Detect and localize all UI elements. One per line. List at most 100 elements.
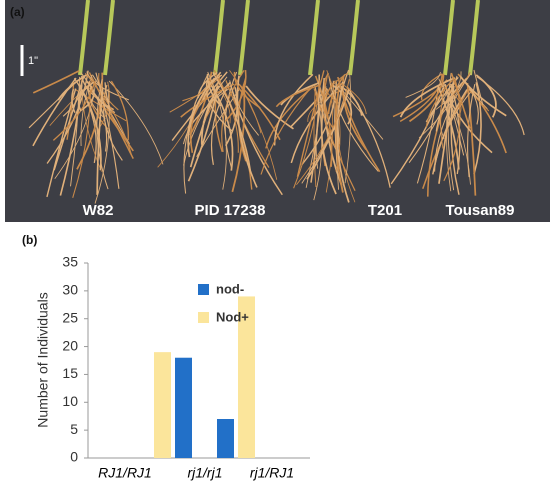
root (399, 74, 443, 122)
root (84, 72, 133, 156)
y-tick-label: 5 (70, 421, 78, 437)
bar (175, 357, 192, 458)
root (346, 86, 391, 188)
photo-background (5, 0, 550, 222)
root (473, 82, 482, 175)
root (224, 69, 247, 123)
root (57, 74, 87, 101)
root (229, 70, 262, 134)
stem (213, 0, 225, 76)
root (437, 86, 460, 170)
root (233, 71, 261, 109)
root (72, 84, 92, 198)
root (313, 87, 317, 188)
root (440, 89, 445, 149)
root (336, 86, 350, 203)
y-tick-label: 35 (62, 254, 78, 270)
root (108, 80, 164, 165)
root (104, 82, 111, 108)
root (450, 85, 460, 195)
root (296, 70, 325, 177)
y-tick-label: 0 (70, 449, 78, 465)
root (320, 88, 337, 195)
root (95, 72, 120, 189)
root (405, 72, 441, 98)
root (296, 79, 350, 186)
root (96, 88, 104, 195)
root (110, 80, 129, 141)
root (260, 87, 312, 175)
y-tick-label: 30 (62, 282, 78, 298)
root (180, 83, 235, 118)
plant-label: Tousan89 (446, 202, 515, 219)
root (206, 74, 222, 107)
y-tick-label: 15 (62, 365, 78, 381)
root (212, 72, 252, 174)
roots-photo (28, 0, 525, 204)
legend-swatch (198, 284, 209, 295)
root (54, 79, 97, 179)
root (32, 77, 77, 147)
root (332, 84, 353, 125)
bar (238, 296, 255, 458)
stem (468, 0, 480, 76)
root (476, 76, 525, 136)
panel-label: (a) (10, 5, 25, 19)
plant-label: PID 17238 (195, 202, 266, 219)
panel-label: (b) (22, 233, 37, 247)
legend-swatch (198, 312, 209, 323)
stem (443, 0, 455, 76)
y-axis-label: Number of Individuals (35, 292, 51, 427)
x-tick-label: rj1/RJ1 (250, 465, 294, 481)
root (71, 88, 76, 114)
root (229, 80, 260, 136)
root (275, 84, 321, 108)
root (53, 76, 85, 171)
root (245, 85, 294, 130)
root (463, 79, 479, 125)
root (435, 77, 468, 132)
root (332, 80, 340, 190)
root (88, 72, 134, 159)
root (205, 78, 233, 132)
root (434, 73, 472, 172)
root (466, 87, 490, 112)
root (323, 72, 340, 105)
root (230, 85, 283, 196)
root (408, 73, 445, 123)
bar-chart: 0 5 10 15 20 25 30 35 RJ1/RJ1 rj1/rj1 rj1/RJ1 nod- N… (62, 254, 310, 481)
root (169, 79, 218, 113)
root (183, 76, 228, 166)
root (450, 72, 471, 129)
root (293, 80, 321, 189)
root (207, 80, 234, 171)
root (325, 78, 334, 193)
x-tick-label: rj1/rj1 (187, 465, 222, 481)
legend-label: nod- (216, 281, 244, 296)
root (207, 71, 227, 190)
root (187, 77, 216, 158)
root (473, 69, 484, 105)
y-tick-label: 10 (62, 393, 78, 409)
stem (308, 0, 320, 76)
bar (154, 352, 171, 458)
plant-label: W82 (83, 202, 114, 219)
root (32, 70, 80, 94)
root (408, 75, 458, 164)
root (94, 88, 110, 204)
root (344, 70, 352, 184)
root (326, 70, 341, 172)
root (80, 74, 93, 147)
root (273, 73, 314, 146)
root (66, 81, 75, 140)
stem (103, 0, 115, 76)
legend-label: Nod+ (216, 309, 249, 324)
bar (217, 419, 234, 458)
scale-label: 1" (28, 55, 38, 67)
root (224, 71, 238, 168)
y-tick-label: 20 (62, 337, 78, 353)
root (322, 72, 348, 114)
x-tick-label: RJ1/RJ1 (98, 465, 152, 481)
root (337, 76, 381, 173)
